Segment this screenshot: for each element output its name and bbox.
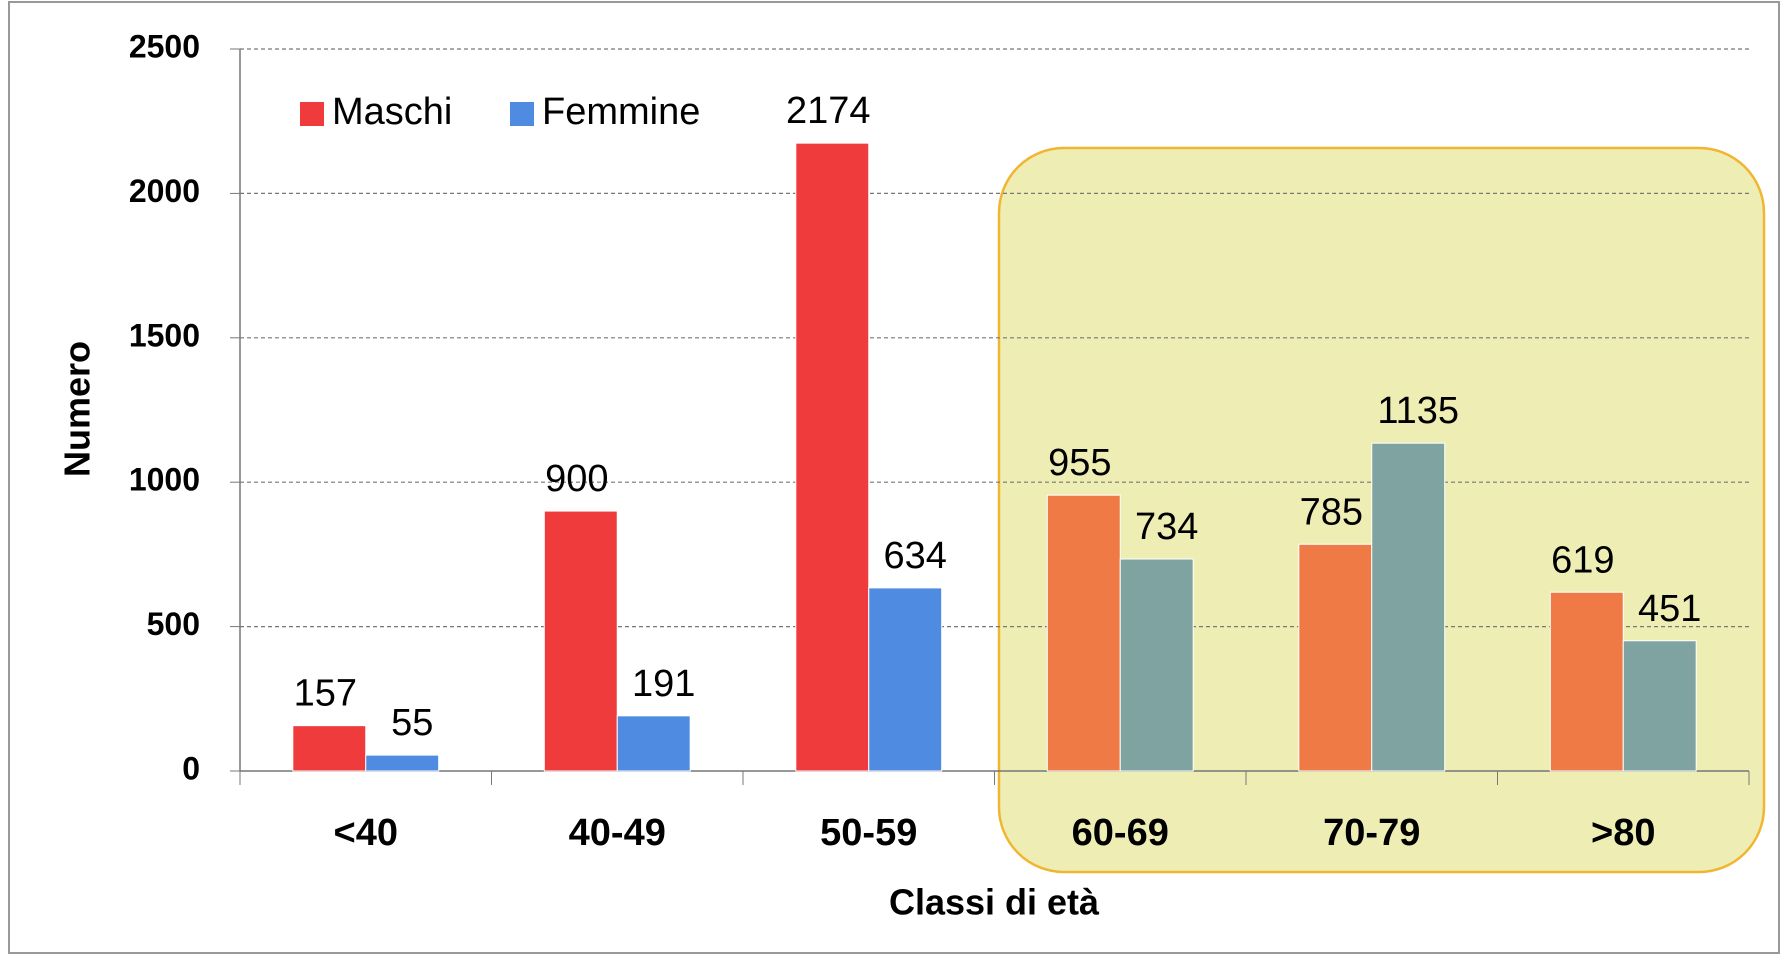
bar — [1046, 494, 1121, 772]
bar — [795, 142, 870, 772]
bar — [1371, 442, 1446, 772]
value-label: 619 — [1551, 539, 1614, 581]
bar — [292, 725, 367, 772]
bar — [1549, 591, 1624, 772]
x-tick-label: <40 — [334, 812, 398, 854]
bar — [1622, 640, 1697, 772]
legend-label: Femmine — [542, 91, 700, 133]
y-tick-label: 2500 — [129, 28, 200, 64]
value-label: 191 — [632, 663, 695, 705]
x-tick-label: 40-49 — [569, 812, 666, 854]
y-tick-label: 1000 — [129, 462, 200, 498]
value-label: 900 — [545, 458, 608, 500]
value-label: 157 — [294, 673, 357, 715]
value-label: 955 — [1048, 442, 1111, 484]
value-label: 785 — [1300, 491, 1363, 533]
legend-swatch — [300, 102, 324, 126]
x-axis-label: Classi di età — [889, 882, 1100, 923]
value-label: 2174 — [786, 90, 871, 132]
bar — [868, 587, 943, 772]
y-tick-label: 0 — [182, 750, 200, 786]
legend-swatch — [510, 102, 534, 126]
legend-label: Maschi — [332, 91, 452, 133]
x-tick-label: 50-59 — [820, 812, 917, 854]
value-label: 451 — [1638, 588, 1701, 630]
value-label: 1135 — [1377, 390, 1459, 432]
x-tick-label: >80 — [1591, 812, 1655, 854]
bar — [543, 510, 618, 772]
y-tick-label: 500 — [147, 606, 200, 642]
bar — [616, 715, 691, 772]
x-tick-label: 60-69 — [1072, 812, 1169, 854]
bar — [365, 754, 440, 772]
value-label: 55 — [391, 702, 433, 744]
bar — [1119, 558, 1194, 772]
chart-frame — [8, 1, 1780, 954]
y-axis-label: Numero — [57, 341, 98, 477]
bar — [1298, 543, 1373, 772]
y-tick-label: 2000 — [129, 173, 200, 209]
value-label: 734 — [1135, 506, 1198, 548]
x-tick-label: 70-79 — [1323, 812, 1420, 854]
value-label: 634 — [884, 535, 947, 577]
y-tick-label: 1500 — [129, 317, 200, 353]
